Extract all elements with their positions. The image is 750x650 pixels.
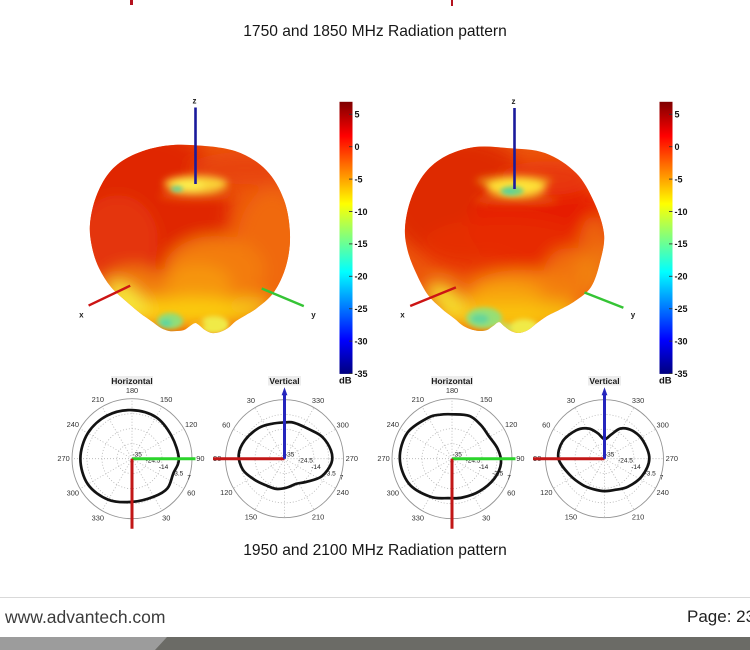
svg-text:Horizontal: Horizontal <box>111 376 153 386</box>
svg-text:-10: -10 <box>675 207 688 217</box>
svg-text:5: 5 <box>675 110 680 120</box>
svg-text:0: 0 <box>355 142 360 152</box>
svg-text:60: 60 <box>222 421 230 430</box>
svg-text:300: 300 <box>657 421 669 430</box>
svg-text:240: 240 <box>387 420 399 429</box>
svg-text:x: x <box>400 311 405 320</box>
svg-text:-35: -35 <box>675 369 688 379</box>
svg-text:240: 240 <box>67 420 79 429</box>
svg-text:-30: -30 <box>675 336 688 346</box>
svg-text:-24.5: -24.5 <box>146 458 161 465</box>
svg-text:-10: -10 <box>355 207 368 217</box>
svg-text:Horizontal: Horizontal <box>431 376 473 386</box>
svg-text:210: 210 <box>412 395 424 404</box>
svg-text:Vertical: Vertical <box>269 376 299 386</box>
svg-text:210: 210 <box>632 512 644 521</box>
svg-text:120: 120 <box>505 420 517 429</box>
svg-text:-35: -35 <box>285 452 295 459</box>
svg-text:330: 330 <box>92 513 104 522</box>
svg-text:-15: -15 <box>355 239 368 249</box>
svg-text:7: 7 <box>660 475 664 482</box>
svg-text:x: x <box>79 311 84 320</box>
svg-text:60: 60 <box>542 421 550 430</box>
svg-text:60: 60 <box>507 488 515 497</box>
svg-text:180: 180 <box>446 386 458 395</box>
svg-text:-15: -15 <box>675 239 688 249</box>
svg-text:150: 150 <box>480 395 492 404</box>
svg-text:dB: dB <box>339 376 352 387</box>
svg-text:330: 330 <box>312 396 324 405</box>
svg-text:dB: dB <box>659 376 672 387</box>
svg-text:120: 120 <box>185 420 197 429</box>
svg-text:60: 60 <box>187 488 195 497</box>
svg-text:y: y <box>311 311 316 320</box>
svg-text:7: 7 <box>507 475 511 482</box>
svg-text:270: 270 <box>377 454 389 463</box>
svg-text:-5: -5 <box>355 174 363 184</box>
svg-text:-3.5: -3.5 <box>172 470 184 477</box>
svg-text:-5: -5 <box>675 174 683 184</box>
svg-text:Vertical: Vertical <box>589 376 619 386</box>
svg-text:-35: -35 <box>355 369 368 379</box>
svg-text:z: z <box>193 97 197 106</box>
svg-text:-14: -14 <box>159 464 169 471</box>
svg-text:300: 300 <box>337 421 349 430</box>
svg-text:-35: -35 <box>133 452 143 459</box>
svg-text:300: 300 <box>387 488 399 497</box>
svg-text:120: 120 <box>220 488 232 497</box>
svg-text:-3.5: -3.5 <box>492 470 504 477</box>
svg-text:-3.5: -3.5 <box>325 470 337 477</box>
svg-text:240: 240 <box>337 488 349 497</box>
svg-text:270: 270 <box>346 454 358 463</box>
svg-text:270: 270 <box>666 454 678 463</box>
svg-text:150: 150 <box>245 512 257 521</box>
svg-text:120: 120 <box>540 488 552 497</box>
svg-text:90: 90 <box>196 454 204 463</box>
svg-text:-24.5: -24.5 <box>466 458 481 465</box>
svg-text:90: 90 <box>516 454 524 463</box>
svg-text:-24.5: -24.5 <box>618 458 633 465</box>
svg-text:300: 300 <box>67 488 79 497</box>
svg-text:210: 210 <box>92 395 104 404</box>
svg-text:30: 30 <box>482 513 490 522</box>
svg-text:-35: -35 <box>605 452 615 459</box>
svg-text:150: 150 <box>565 512 577 521</box>
svg-text:240: 240 <box>657 488 669 497</box>
svg-text:-20: -20 <box>355 272 368 282</box>
svg-text:330: 330 <box>412 513 424 522</box>
svg-text:-25: -25 <box>355 304 368 314</box>
svg-text:-14: -14 <box>631 464 641 471</box>
svg-text:-3.5: -3.5 <box>645 470 657 477</box>
svg-text:7: 7 <box>187 475 191 482</box>
svg-text:270: 270 <box>57 454 69 463</box>
svg-text:30: 30 <box>162 513 170 522</box>
svg-text:-25: -25 <box>675 304 688 314</box>
svg-text:0: 0 <box>675 142 680 152</box>
svg-text:-14: -14 <box>311 464 321 471</box>
svg-text:150: 150 <box>160 395 172 404</box>
svg-text:-24.5: -24.5 <box>298 458 313 465</box>
svg-text:z: z <box>512 97 516 106</box>
svg-text:330: 330 <box>632 396 644 405</box>
svg-text:7: 7 <box>340 475 344 482</box>
svg-text:180: 180 <box>126 386 138 395</box>
svg-text:30: 30 <box>247 396 255 405</box>
svg-text:210: 210 <box>312 512 324 521</box>
svg-text:30: 30 <box>567 396 575 405</box>
svg-text:y: y <box>631 311 636 320</box>
svg-text:-30: -30 <box>355 336 368 346</box>
svg-text:-14: -14 <box>479 464 489 471</box>
svg-text:-35: -35 <box>453 452 463 459</box>
svg-text:-20: -20 <box>675 272 688 282</box>
svg-text:5: 5 <box>355 110 360 120</box>
